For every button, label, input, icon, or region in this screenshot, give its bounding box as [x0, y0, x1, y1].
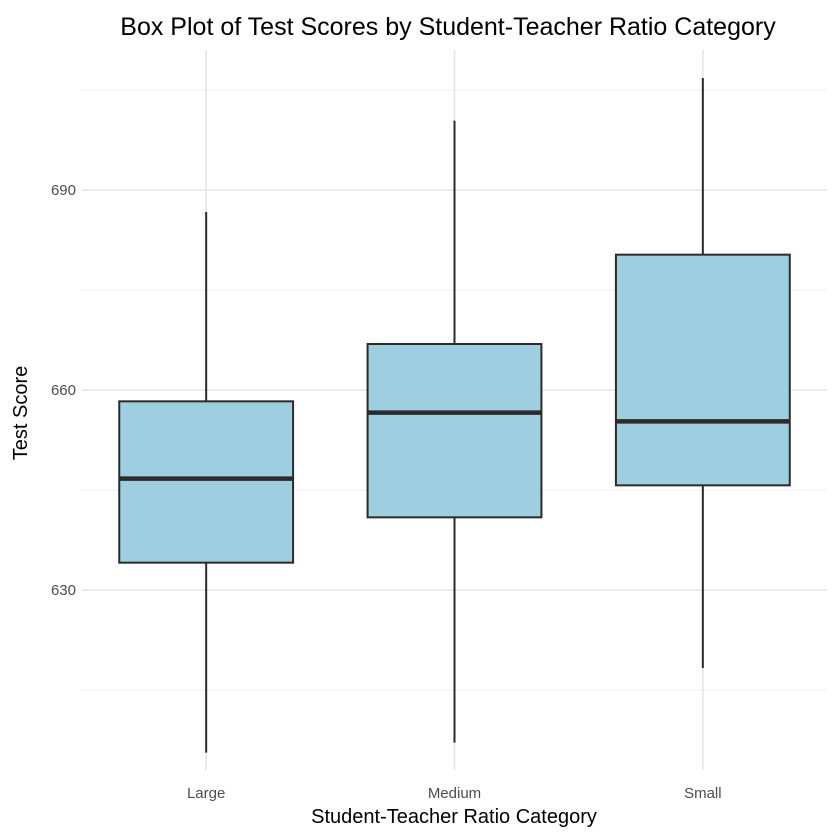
- x-tick-labels: Large Medium Small: [187, 785, 722, 802]
- iqr-box: [614, 253, 791, 487]
- chart-title: Box Plot of Test Scores by Student-Teach…: [120, 13, 776, 41]
- x-tick-label: Medium: [428, 785, 481, 802]
- boxes-group: [118, 78, 791, 753]
- box-large: [118, 212, 295, 753]
- iqr-box: [118, 400, 295, 564]
- y-tick-label: 660: [51, 382, 76, 399]
- box-medium: [366, 120, 543, 743]
- x-axis-title: Student-Teacher Ratio Category: [311, 806, 597, 828]
- y-axis-title: Test Score: [10, 366, 32, 460]
- x-tick-label: Small: [684, 785, 722, 802]
- y-tick-labels: 630 660 690: [51, 182, 76, 599]
- y-tick-label: 630: [51, 582, 76, 599]
- x-tick-label: Large: [187, 785, 225, 802]
- box-small: [614, 78, 791, 668]
- y-tick-label: 690: [51, 182, 76, 199]
- iqr-box: [366, 343, 543, 519]
